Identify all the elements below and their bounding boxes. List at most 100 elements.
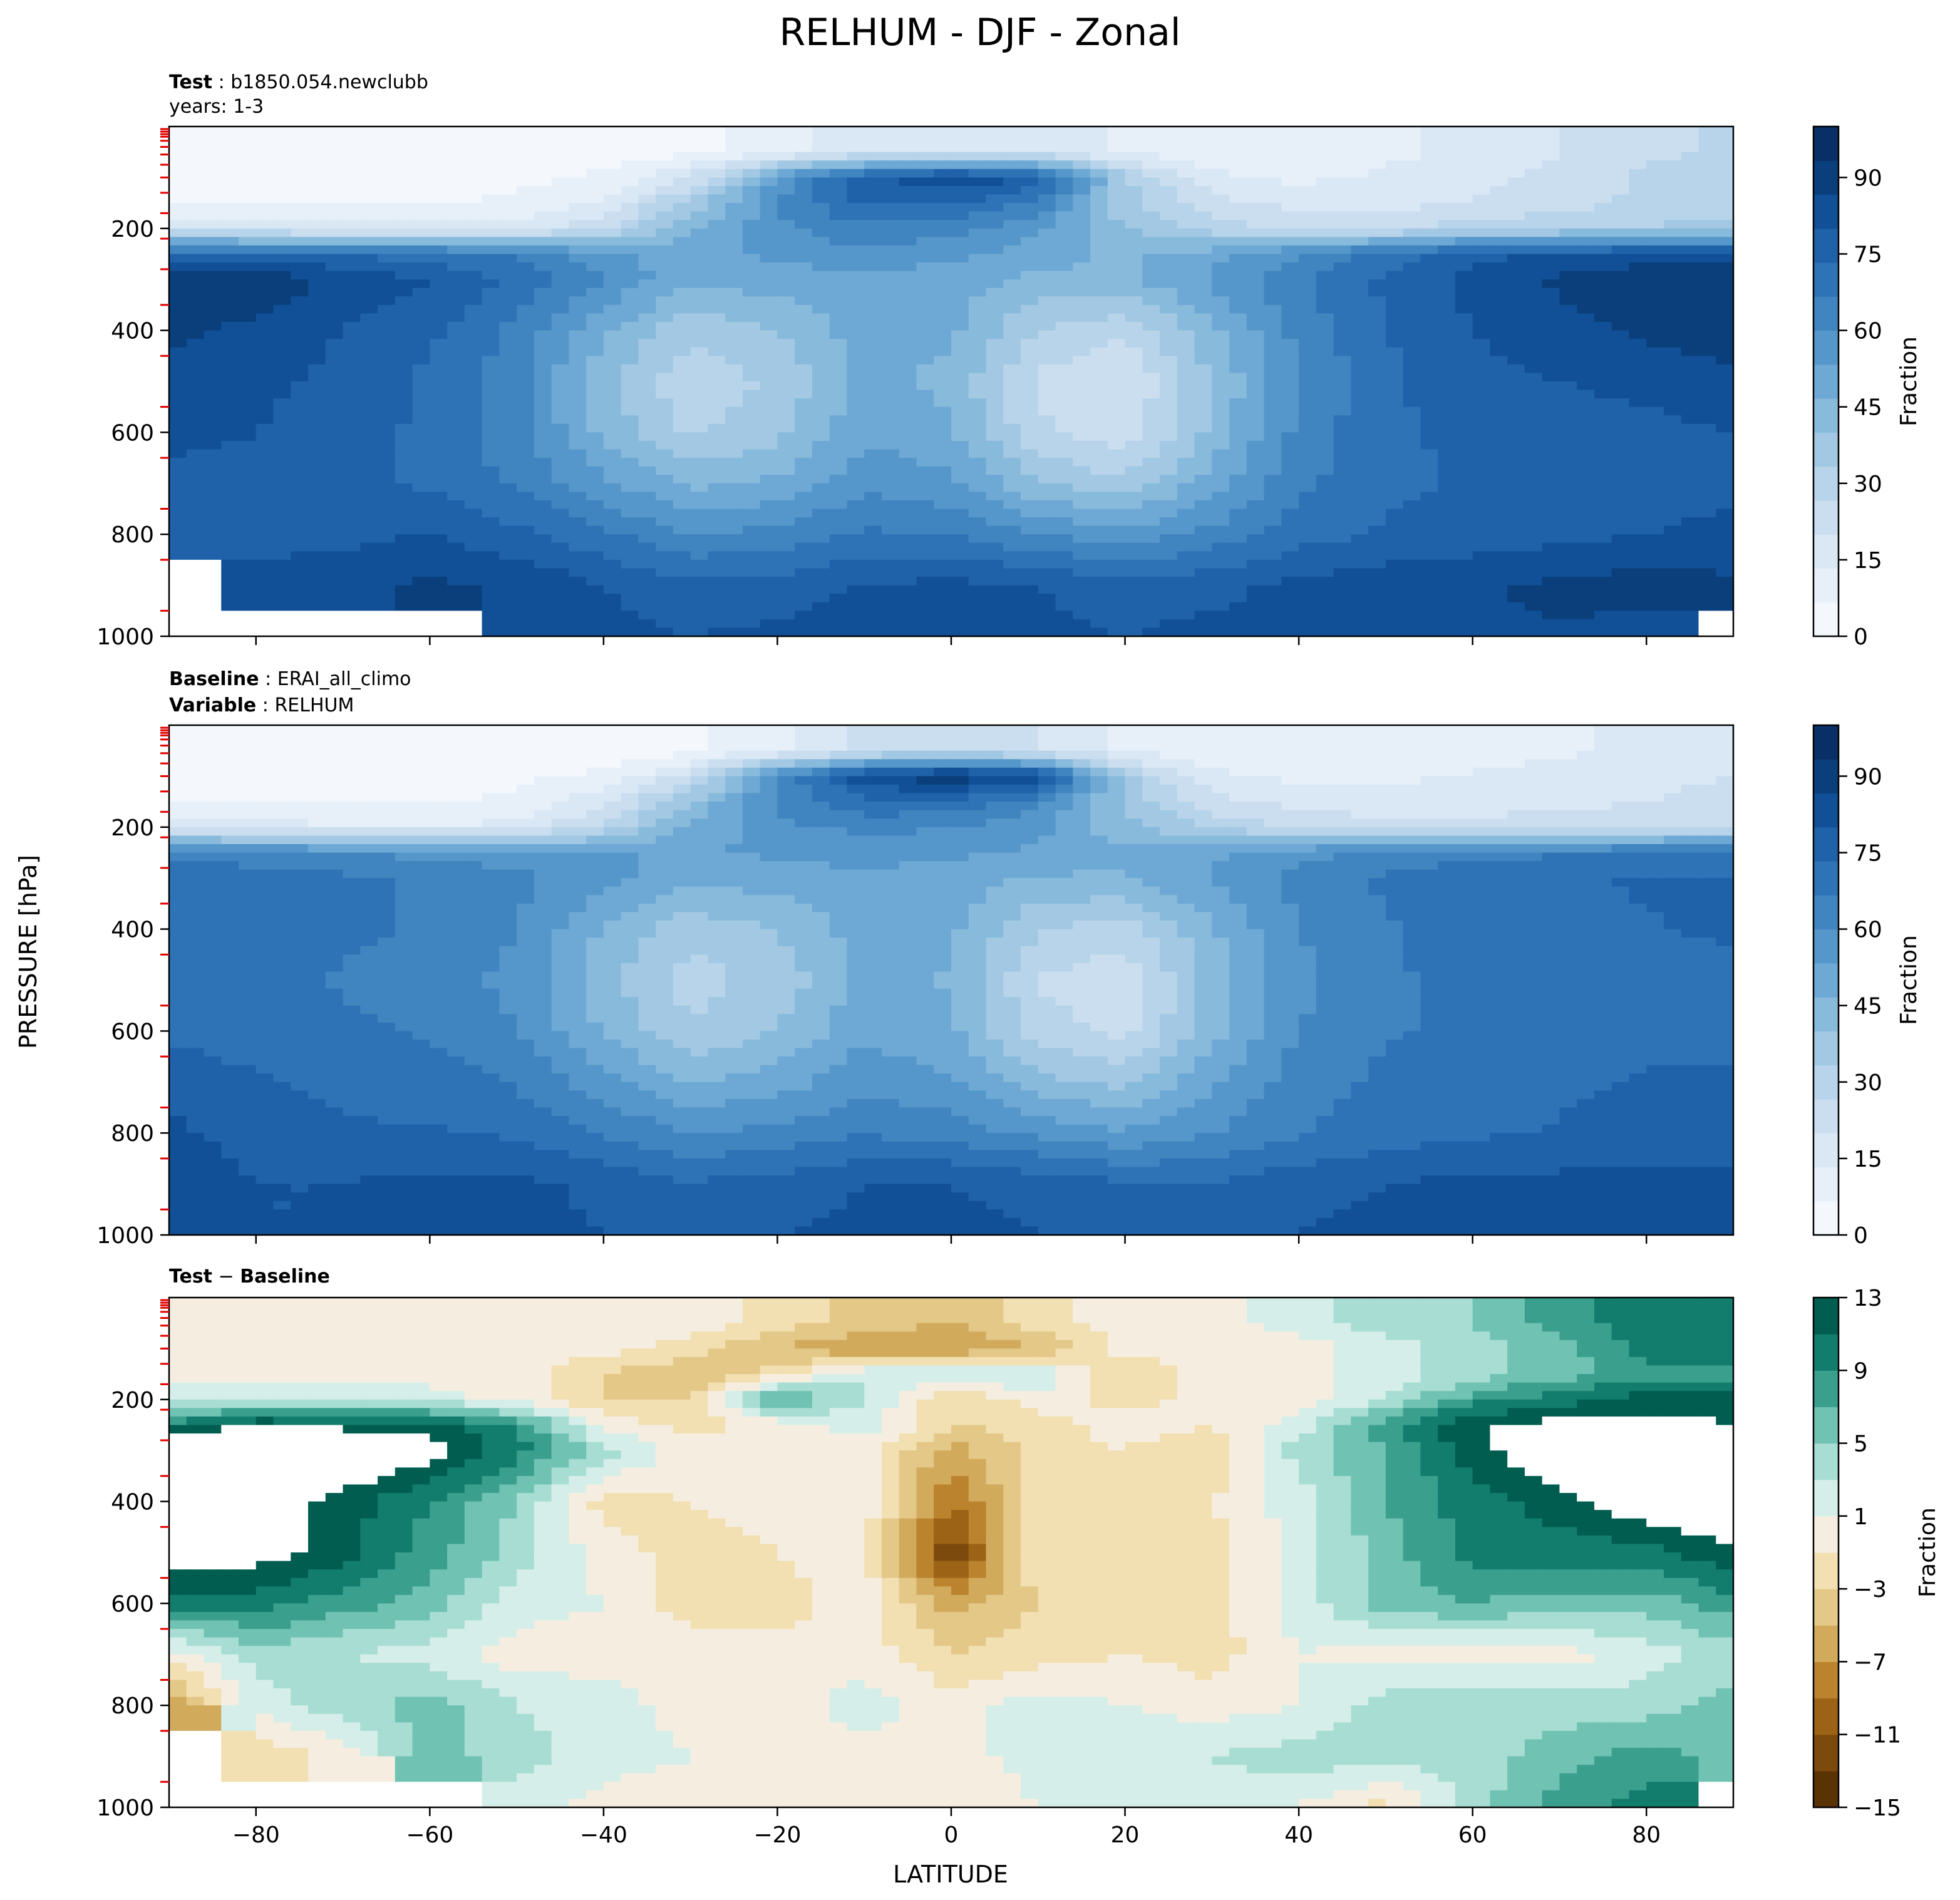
field-cell (1490, 466, 1508, 475)
field-cell (829, 449, 848, 458)
field-cell (1472, 339, 1491, 348)
field-cell (881, 304, 900, 314)
field-cell (742, 296, 761, 306)
field-cell (1090, 304, 1108, 314)
field-cell (360, 398, 378, 408)
field-cell (534, 160, 552, 170)
field-cell (1316, 168, 1334, 178)
field-cell (412, 135, 430, 144)
field-cell (378, 594, 396, 603)
field-cell (360, 330, 378, 339)
field-cell (1663, 517, 1682, 527)
field-cell (221, 559, 239, 569)
field-cell (569, 152, 587, 161)
field-cell (1524, 381, 1543, 391)
field-cell (464, 585, 483, 594)
field-cell (1177, 390, 1195, 399)
field-cell (1559, 245, 1577, 255)
field-cell (1038, 500, 1056, 510)
field-cell (221, 152, 239, 161)
field-cell (255, 509, 274, 518)
field-cell (1264, 356, 1282, 365)
field-cell (1281, 339, 1299, 348)
field-cell (1385, 254, 1404, 263)
field-cell (1125, 304, 1143, 314)
field-cell (1107, 492, 1126, 501)
field-cell (1368, 509, 1386, 518)
field-cell (673, 245, 691, 255)
field-cell (221, 262, 239, 272)
field-cell (986, 585, 1004, 594)
field-cell (534, 287, 552, 297)
field-cell (916, 568, 934, 577)
field-cell (586, 534, 604, 544)
field-cell (725, 271, 743, 280)
field-cell (795, 143, 813, 153)
field-cell (343, 559, 361, 569)
field-cell (881, 254, 900, 263)
field-cell (1212, 483, 1230, 492)
field-cell (1073, 356, 1091, 365)
field-cell (221, 194, 239, 204)
field-cell (308, 220, 326, 229)
field-cell (1542, 483, 1560, 492)
field-cell (464, 381, 483, 391)
field-cell (464, 185, 483, 195)
field-cell (291, 143, 309, 153)
field-cell (517, 542, 535, 552)
field-cell (1073, 466, 1091, 475)
field-cell (1194, 211, 1212, 220)
field-cell (638, 194, 656, 204)
field-cell (1038, 254, 1056, 263)
field-cell (1542, 279, 1560, 289)
field-cell (482, 577, 500, 586)
field-cell (1542, 271, 1560, 280)
field-cell (1125, 135, 1143, 144)
field-cell (412, 517, 430, 527)
field-cell (204, 262, 222, 272)
field-cell (1264, 160, 1282, 170)
field-cell (325, 406, 344, 416)
field-cell (795, 254, 813, 263)
field-cell (708, 483, 726, 492)
field-cell (656, 415, 674, 425)
field-cell (916, 185, 934, 195)
field-cell (1038, 483, 1056, 492)
field-cell (569, 185, 587, 195)
field-cell (1420, 168, 1438, 178)
field-cell (325, 211, 344, 220)
field-cell (742, 483, 761, 492)
field-cell (343, 177, 361, 187)
field-cell (916, 390, 934, 399)
field-cell (1490, 356, 1508, 365)
field-cell (1420, 211, 1438, 220)
field-cell (1542, 168, 1560, 178)
field-cell (1003, 237, 1021, 246)
field-cell (603, 551, 622, 560)
field-cell (881, 143, 900, 153)
field-cell (795, 296, 813, 306)
field-cell (1472, 568, 1491, 577)
field-cell (1299, 356, 1317, 365)
field-cell (899, 534, 917, 544)
field-cell (951, 220, 969, 229)
baseline-title-separator: : (259, 668, 277, 690)
field-cell (812, 347, 830, 356)
field-cell (1142, 211, 1160, 220)
field-cell (1160, 559, 1178, 569)
field-cell (1385, 509, 1404, 518)
field-cell (1073, 500, 1091, 510)
field-cell (1229, 390, 1247, 399)
field-cell (1403, 339, 1421, 348)
field-cell (1524, 254, 1543, 263)
field-cell (482, 449, 500, 458)
field-cell (1681, 254, 1700, 263)
field-cell (499, 296, 517, 306)
field-cell (1507, 415, 1525, 425)
field-cell (1142, 440, 1160, 450)
field-cell (1125, 559, 1143, 569)
field-cell (1142, 458, 1160, 467)
field-cell (690, 322, 709, 331)
field-cell (1125, 517, 1143, 527)
field-cell (673, 322, 691, 331)
